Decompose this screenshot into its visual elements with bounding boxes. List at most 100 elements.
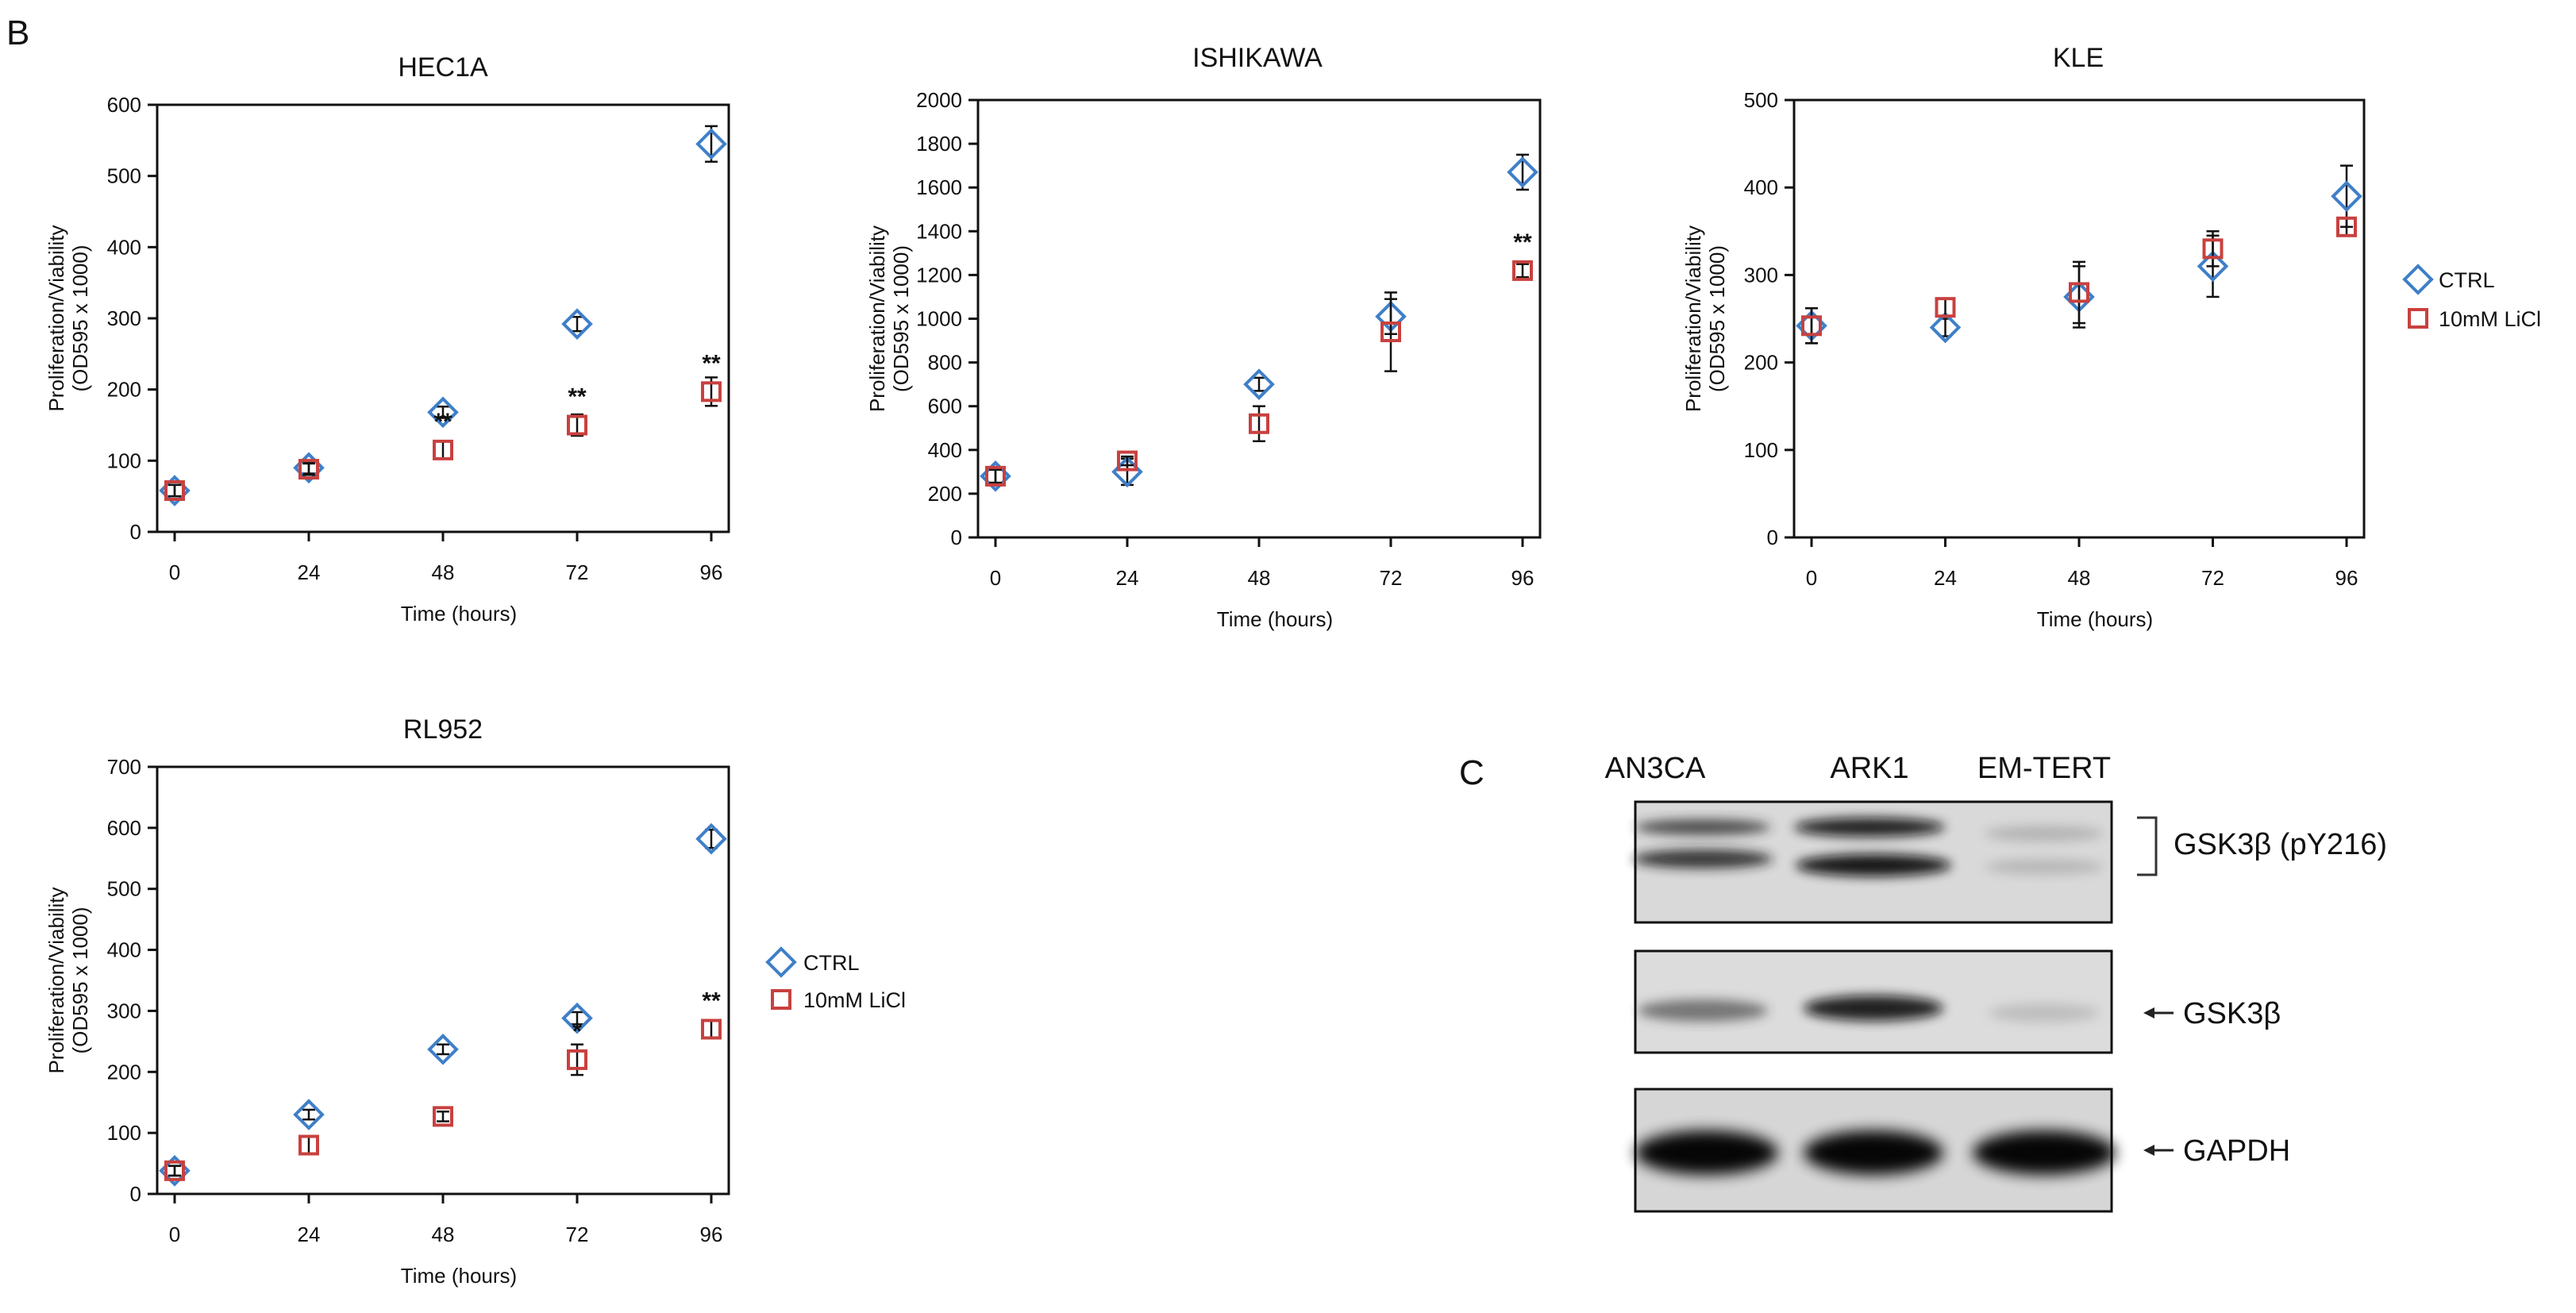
x-tick-label: 24 — [1116, 566, 1139, 590]
y-tick-label: 1200 — [916, 263, 962, 287]
blot-band — [1796, 854, 1951, 876]
legend-licl-marker — [771, 989, 791, 1010]
data-point-licl — [2069, 282, 2089, 303]
data-point-licl — [298, 1134, 319, 1156]
x-tick-label: 0 — [169, 1223, 180, 1246]
data-point-licl — [2336, 216, 2357, 237]
blot-lane-label: EM-TERT — [1977, 752, 2111, 785]
y-axis-title: (OD595 x 1000) — [68, 245, 92, 392]
blot-band — [1633, 849, 1773, 868]
x-tick-label: 72 — [566, 1223, 589, 1246]
blot-strip-pgsk3b — [1633, 800, 2113, 924]
x-tick-label: 0 — [169, 560, 180, 584]
data-point-ctrl — [695, 822, 727, 855]
data-point-licl — [1249, 413, 1269, 434]
y-tick-label: 400 — [928, 438, 962, 462]
panel-b-label: B — [6, 13, 29, 52]
y-tick-label: 400 — [1744, 175, 1778, 199]
legend-ctrl-marker — [765, 946, 797, 978]
blot-band — [1989, 1003, 2100, 1022]
y-tick-label: 0 — [1767, 526, 1778, 549]
y-tick-label: 500 — [107, 164, 141, 188]
y-tick-label: 600 — [107, 93, 141, 117]
chart-rl952: RL952 0 100 200 300 400 500 600 700 0 24 48 72 96 Time… — [44, 714, 730, 1288]
significance-label: ** — [702, 350, 721, 376]
x-tick-label: 48 — [432, 560, 455, 584]
x-tick-label: 96 — [700, 560, 723, 584]
y-tick-label: 800 — [928, 351, 962, 375]
legend-kle: CTRL 10mM LiCl — [2402, 264, 2541, 331]
x-tick-label: 48 — [432, 1223, 455, 1246]
legend-ctrl-marker — [2402, 264, 2434, 295]
data-point-licl — [2202, 238, 2224, 260]
chart-title: ISHIKAWA — [1192, 43, 1323, 73]
data-point-licl — [1512, 260, 1533, 281]
chart-ishikawa: ISHIKAWA 0 200 400 600 800 1000 1200 1400 1600 180… — [865, 43, 1542, 631]
x-axis-title: Time (hours) — [1217, 607, 1333, 631]
arrow-head-icon — [2143, 1145, 2154, 1156]
x-tick-label: 72 — [566, 560, 589, 584]
panel-c-label: C — [1459, 753, 1484, 792]
western-blot: AN3CA ARK1 EM-TERT GSK3β (pY216) GSK3β — [1605, 752, 2387, 1213]
y-axis-title: (OD595 x 1000) — [1705, 245, 1729, 392]
blot-band — [1638, 999, 1768, 1022]
data-point-ctrl — [2331, 180, 2362, 213]
data-point-licl — [701, 1018, 722, 1040]
data-point-ctrl — [1243, 368, 1275, 400]
y-tick-label: 300 — [107, 306, 141, 330]
data-point-ctrl — [1796, 310, 1827, 342]
y-axis-title: Proliferation/Viability — [1681, 225, 1705, 412]
data-point-licl — [701, 381, 722, 402]
chart-hec1a: HEC1A 0 100 200 300 400 500 600 0 24 48 72 96 Time (h… — [44, 52, 730, 626]
y-axis-title: Proliferation/Viability — [44, 225, 68, 411]
x-tick-label: 48 — [2068, 566, 2091, 590]
y-axis-title: (OD595 x 1000) — [889, 245, 913, 392]
y-tick-label: 200 — [1744, 351, 1778, 375]
data-point-licl — [1380, 322, 1401, 343]
blot-bracket — [2137, 816, 2158, 876]
blot-band — [1985, 859, 2104, 875]
y-tick-label: 200 — [928, 482, 962, 506]
blot-strip-gsk3b — [1634, 949, 2113, 1054]
data-point-licl — [164, 479, 185, 501]
y-tick-label: 500 — [1744, 88, 1778, 112]
y-tick-label: 0 — [951, 526, 962, 549]
data-point-licl — [433, 439, 453, 460]
legend-licl-label: 10mM LiCl — [803, 988, 906, 1012]
x-tick-label: 96 — [1511, 566, 1534, 590]
blot-band — [1794, 818, 1945, 837]
legend-ctrl-label: CTRL — [2439, 268, 2495, 292]
y-tick-label: 1400 — [916, 219, 962, 243]
chart-title: HEC1A — [398, 52, 488, 83]
data-point-licl — [1117, 450, 1138, 472]
data-point-licl — [985, 465, 1006, 487]
y-tick-label: 400 — [107, 938, 141, 962]
y-tick-label: 1800 — [916, 132, 962, 156]
legend-licl-marker — [2408, 308, 2428, 329]
blot-band — [1804, 995, 1943, 1021]
data-point-ctrl — [695, 128, 727, 160]
blot-band-label: GSK3β — [2183, 997, 2281, 1030]
x-tick-label: 48 — [1248, 566, 1271, 590]
y-axis-title: (OD595 x 1000) — [68, 907, 92, 1054]
y-tick-label: 700 — [107, 755, 141, 779]
significance-label: ** — [702, 988, 721, 1014]
y-tick-label: 100 — [107, 449, 141, 472]
arrow-head-icon — [2143, 1007, 2154, 1018]
y-tick-label: 0 — [130, 520, 141, 544]
y-tick-label: 100 — [107, 1121, 141, 1145]
blot-band — [1635, 1130, 1778, 1175]
blot-strip-gapdh — [1634, 1088, 2116, 1213]
blot-band-label: GAPDH — [2183, 1134, 2290, 1168]
x-tick-label: 0 — [990, 566, 1001, 590]
x-tick-label: 24 — [1934, 566, 1957, 590]
x-tick-label: 24 — [298, 560, 321, 584]
data-point-licl — [567, 414, 587, 436]
data-point-ctrl — [1929, 311, 1962, 344]
data-point-ctrl — [2063, 281, 2095, 313]
data-point-licl — [298, 459, 319, 480]
significance-label: ** — [568, 384, 587, 410]
y-tick-label: 1600 — [916, 175, 962, 199]
significance-label: * — [572, 1018, 582, 1045]
data-point-licl — [1935, 297, 1956, 318]
